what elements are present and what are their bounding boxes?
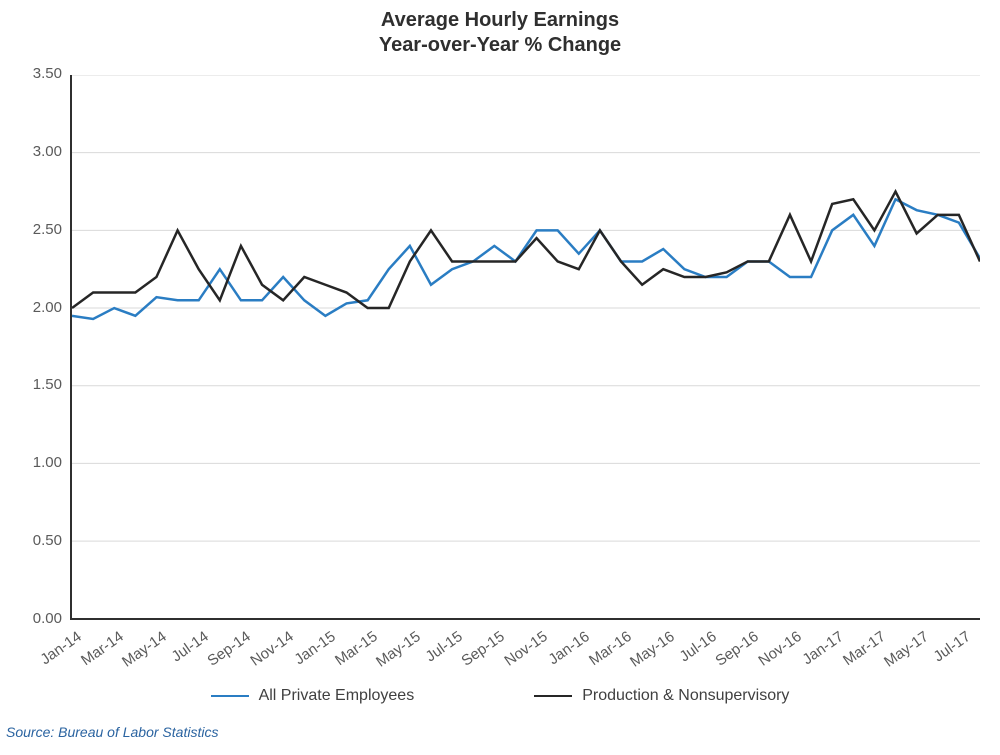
series-line-1 (72, 192, 980, 309)
y-tick-label: 0.50 (33, 532, 62, 549)
chart-title: Average Hourly Earnings Year-over-Year %… (0, 0, 1000, 58)
y-tick-label: 1.50 (33, 376, 62, 393)
legend-label-2: Production & Nonsupervisory (582, 687, 789, 705)
title-line-1: Average Hourly Earnings (0, 8, 1000, 33)
chart-container: Average Hourly Earnings Year-over-Year %… (0, 0, 1000, 755)
plot-svg (72, 75, 980, 619)
gridlines (72, 75, 980, 541)
legend-item-1: All Private Employees (211, 687, 415, 705)
series-line-0 (72, 199, 980, 319)
plot-area (70, 75, 980, 620)
y-tick-label: 2.50 (33, 221, 62, 238)
y-tick-label: 2.00 (33, 299, 62, 316)
y-tick-label: 1.00 (33, 454, 62, 471)
y-tick-label: 0.00 (33, 610, 62, 627)
title-line-2: Year-over-Year % Change (0, 33, 1000, 58)
y-tick-label: 3.00 (33, 143, 62, 160)
legend-item-2: Production & Nonsupervisory (534, 687, 789, 705)
legend-swatch-2 (534, 695, 572, 697)
legend-label-1: All Private Employees (259, 687, 415, 705)
source-citation: Source: Bureau of Labor Statistics (6, 724, 218, 740)
legend: All Private Employees Production & Nonsu… (0, 687, 1000, 705)
legend-swatch-1 (211, 695, 249, 697)
y-tick-label: 3.50 (33, 65, 62, 82)
series-group (72, 192, 980, 319)
